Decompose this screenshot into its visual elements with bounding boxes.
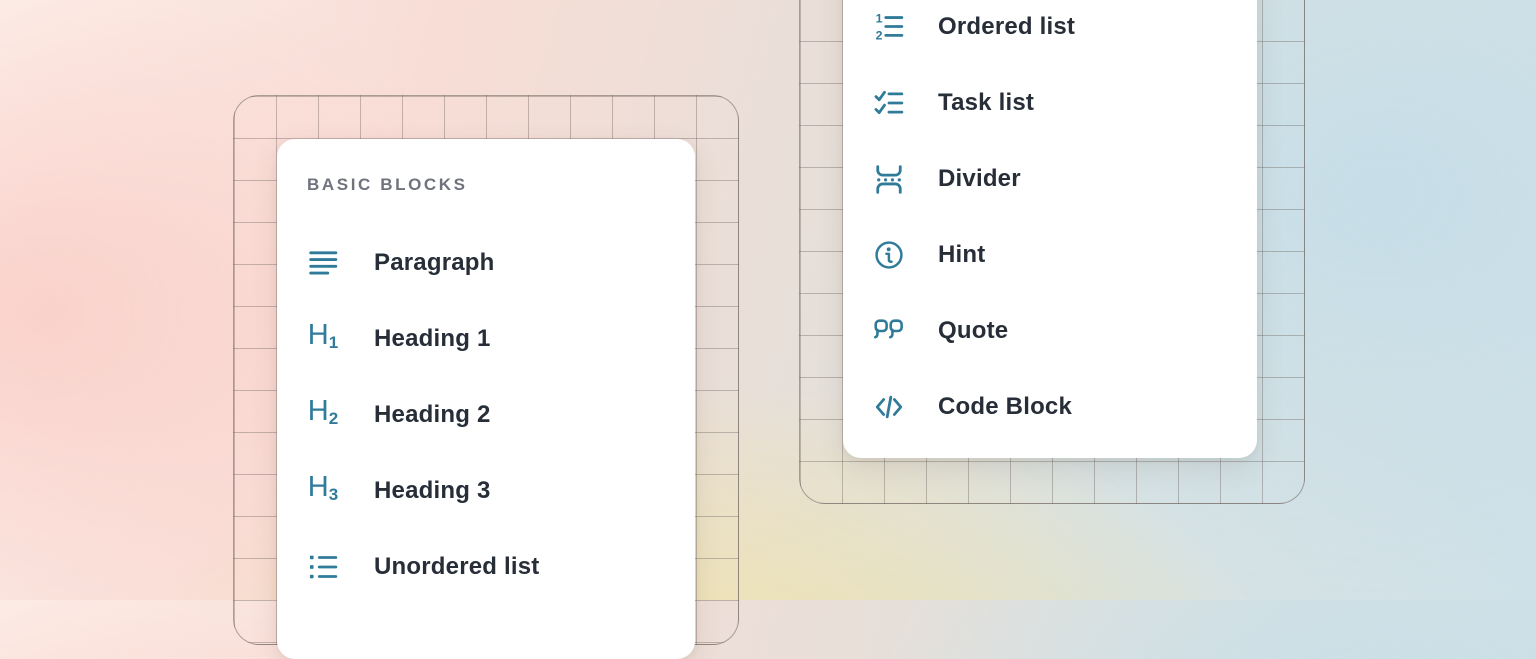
divider-icon <box>873 164 905 194</box>
menu-item-heading-1[interactable]: H1 Heading 1 <box>307 319 665 359</box>
menu-item-label: Divider <box>938 165 1021 192</box>
menu-item-divider[interactable]: Divider <box>873 159 1227 199</box>
menu-item-paragraph[interactable]: Paragraph <box>307 243 665 283</box>
menu-item-ordered-list[interactable]: 1 2 Ordered list <box>873 7 1227 47</box>
menu-item-label: Unordered list <box>374 553 540 580</box>
menu-item-label: Quote <box>938 317 1009 344</box>
heading-1-icon: H1 <box>307 319 339 352</box>
menu-item-label: Task list <box>938 89 1035 116</box>
menu-item-label: Hint <box>938 241 986 268</box>
svg-text:1: 1 <box>876 12 883 25</box>
menu-item-label: Code Block <box>938 393 1073 420</box>
svg-text:2: 2 <box>876 28 883 42</box>
menu-item-label: Paragraph <box>374 249 495 276</box>
quote-icon <box>873 316 905 346</box>
menu-item-heading-3[interactable]: H3 Heading 3 <box>307 471 665 511</box>
menu-item-quote[interactable]: Quote <box>873 311 1227 351</box>
menu-item-label: Heading 1 <box>374 325 491 352</box>
menu-item-label: Heading 2 <box>374 401 491 428</box>
section-label: BASIC BLOCKS <box>307 175 468 194</box>
ordered-list-icon: 1 2 <box>873 12 905 42</box>
menu-item-label: Heading 3 <box>374 477 491 504</box>
blocks-menu-continued: 1 2 Ordered list Task list <box>843 0 1257 458</box>
menu-item-label: Ordered list <box>938 13 1076 40</box>
heading-3-icon: H3 <box>307 471 339 504</box>
unordered-list-icon <box>307 552 339 582</box>
hint-icon <box>873 240 905 270</box>
menu-item-heading-2[interactable]: H2 Heading 2 <box>307 395 665 435</box>
menu-list: Paragraph H1 Heading 1 H2 Heading 2 H3 H… <box>307 243 665 587</box>
menu-list: 1 2 Ordered list Task list <box>873 7 1227 427</box>
menu-item-hint[interactable]: Hint <box>873 235 1227 275</box>
task-list-icon <box>873 88 905 118</box>
menu-item-task-list[interactable]: Task list <box>873 83 1227 123</box>
basic-blocks-menu: BASIC BLOCKS Paragraph H1 Heading 1 H2 <box>277 139 695 659</box>
menu-item-code-block[interactable]: Code Block <box>873 387 1227 427</box>
menu-item-unordered-list[interactable]: Unordered list <box>307 547 665 587</box>
code-block-icon <box>873 392 905 422</box>
heading-2-icon: H2 <box>307 395 339 428</box>
paragraph-icon <box>307 248 339 278</box>
